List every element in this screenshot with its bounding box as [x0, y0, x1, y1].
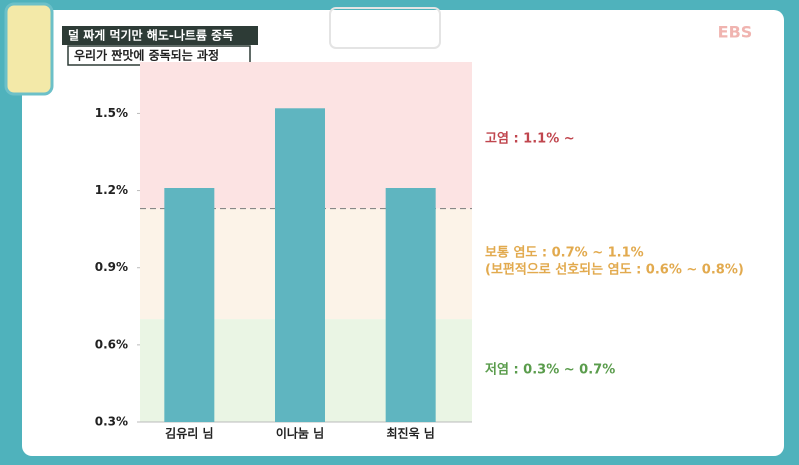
subtitle: 우리가 짠맛에 중독되는 과정 [74, 48, 219, 63]
zone-note: (보편적으로 선호되는 염도 : 0.6% ~ 0.8%) [485, 262, 744, 278]
title-box [62, 26, 258, 45]
title: 덜 짜게 먹기만 해도-나트륨 중독 [68, 28, 233, 43]
x-tick-label: 최진욱 님 [386, 426, 434, 441]
zone-label: 보통 염도 : 0.7% ~ 1.1% [485, 245, 644, 261]
zone-label: 저염 : 0.3% ~ 0.7% [485, 362, 615, 378]
y-tick-label: 0.6% [95, 337, 128, 351]
x-tick-label: 이나눔 님 [276, 426, 324, 441]
y-tick-label: 1.2% [95, 183, 128, 197]
zone-label: 고염 : 1.1% ~ [485, 131, 575, 147]
x-tick-label: 김유리 님 [165, 426, 213, 441]
y-tick-label: 0.3% [95, 415, 128, 429]
plot: 고염 : 1.1% ~ 보통 염도 : 0.7% ~ 1.1%(보편적으로 선호되… [95, 62, 744, 441]
bar [275, 108, 325, 423]
decoration [329, 7, 441, 49]
y-tick-label: 0.9% [95, 260, 128, 274]
bar [164, 188, 215, 422]
bar [385, 188, 436, 422]
y-tick-label: 1.5% [95, 106, 128, 120]
logo: EBS [718, 23, 753, 42]
logo-badge [4, 2, 54, 96]
